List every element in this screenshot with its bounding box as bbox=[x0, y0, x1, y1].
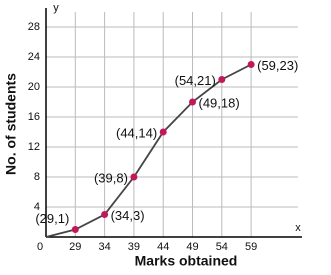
y-axis-name: y bbox=[53, 2, 59, 14]
point bbox=[130, 173, 138, 181]
point-label: (39,8) bbox=[94, 170, 128, 185]
x-tick-label: 59 bbox=[245, 241, 257, 253]
y-tick-label: 16 bbox=[28, 111, 40, 123]
y-tick-label: 24 bbox=[28, 51, 40, 63]
y-tick-label: 12 bbox=[28, 141, 40, 153]
x-axis-title: Marks obtained bbox=[135, 253, 238, 269]
x-axis-name: x bbox=[295, 222, 301, 234]
point bbox=[218, 76, 226, 83]
x-tick-label: 49 bbox=[186, 241, 198, 253]
point-label: (59,23) bbox=[257, 58, 298, 73]
point-label: (49,18) bbox=[199, 95, 240, 110]
y-tick-label: 8 bbox=[34, 171, 40, 183]
x-tick-label: 39 bbox=[128, 241, 140, 253]
line bbox=[45, 63, 252, 238]
point bbox=[101, 211, 109, 218]
y-tick-label: 20 bbox=[28, 81, 40, 93]
point bbox=[159, 128, 167, 136]
x-tick-label: 44 bbox=[157, 241, 169, 253]
point-label: (44,14) bbox=[116, 125, 157, 140]
point-label: (54,21) bbox=[175, 73, 216, 88]
point bbox=[71, 226, 79, 233]
point-label: (34,3) bbox=[111, 208, 145, 223]
point-label: (29,1) bbox=[35, 211, 69, 226]
x-tick-label: 0 bbox=[37, 241, 43, 253]
point bbox=[247, 61, 255, 68]
y-tick-label: 4 bbox=[34, 201, 40, 213]
y-axis-title: No. of students bbox=[3, 73, 19, 175]
y-tick-label: 28 bbox=[28, 21, 40, 33]
x-tick-label: 54 bbox=[216, 241, 228, 253]
x-tick-label: 34 bbox=[98, 241, 110, 253]
point bbox=[189, 98, 197, 106]
x-tick-label: 29 bbox=[69, 241, 81, 253]
